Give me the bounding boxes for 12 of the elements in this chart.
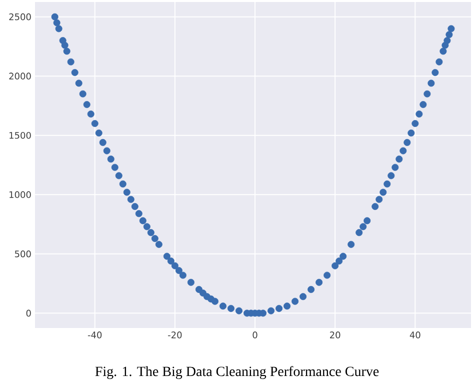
x-tick-label: 20: [330, 332, 340, 338]
y-tick-label: 500: [14, 250, 31, 258]
x-tick-label: 40: [410, 332, 420, 338]
x-tick-label: -40: [88, 332, 102, 338]
y-tick-label: 2000: [9, 72, 31, 80]
x-tick-label: -20: [168, 332, 182, 338]
caption: Fig. 1. The Big Data Cleaning Performance Curve: [95, 366, 379, 380]
y-tick-label: 0: [26, 310, 31, 317]
y-tick-label: 1000: [10, 191, 31, 198]
y-tick-label: 1500: [10, 132, 31, 139]
x-tick-label: 0: [252, 332, 258, 338]
y-tick-label: 2500: [9, 13, 31, 20]
